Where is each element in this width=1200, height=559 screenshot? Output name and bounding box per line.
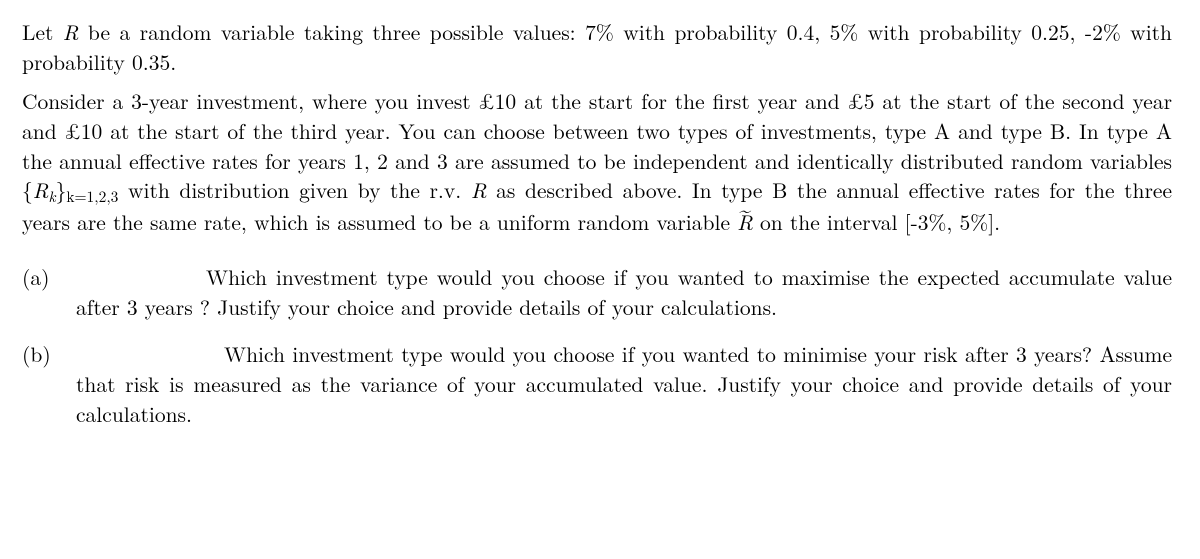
qa-body: Which investment type would you choose i… — [76, 262, 1172, 322]
qa-label: (a) — [22, 263, 76, 293]
rv-R-2: R — [471, 175, 487, 205]
p2-text-b: with distribution given by the r.v. — [118, 175, 471, 205]
problem-page: Let R be a random variable taking three … — [0, 0, 1200, 447]
question-a: (a)Which investment type would you choos… — [22, 263, 1172, 322]
p2-text-a: Consider a 3-year investment, where you … — [22, 86, 1172, 175]
qb-label: (b) — [22, 340, 76, 370]
qb-body: Which investment type would you choose i… — [76, 339, 1172, 428]
R-tilde: R — [737, 208, 753, 238]
k-index: k=1,2,3 — [66, 186, 118, 207]
paragraph-1: Let R be a random variable taking three … — [22, 18, 1172, 77]
brace-close: } — [56, 175, 67, 205]
rv-R: R — [63, 17, 79, 47]
Rk-sub: k — [48, 186, 55, 207]
paragraph-2: Consider a 3-year investment, where you … — [22, 87, 1172, 237]
p1-text-b: be a random variable taking three possib… — [22, 17, 1172, 77]
brace-open: { — [22, 175, 33, 205]
question-b: (b)Which investment type would you choos… — [22, 340, 1172, 429]
p2-text-d: on the interval [-3%, 5%]. — [753, 207, 1000, 237]
Rk-var: R — [33, 175, 49, 205]
p1-text-a: Let — [22, 17, 63, 47]
